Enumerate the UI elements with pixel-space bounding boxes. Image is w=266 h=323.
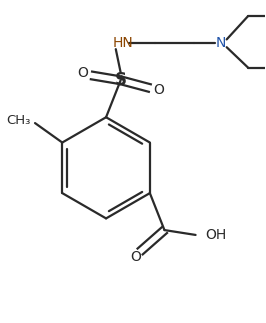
Text: CH₃: CH₃ <box>6 114 30 127</box>
Text: O: O <box>153 83 164 97</box>
Text: OH: OH <box>205 228 227 242</box>
Text: S: S <box>115 71 127 89</box>
Text: N: N <box>216 36 226 50</box>
Text: O: O <box>130 250 141 264</box>
Text: HN: HN <box>113 36 134 50</box>
Text: O: O <box>77 67 88 80</box>
